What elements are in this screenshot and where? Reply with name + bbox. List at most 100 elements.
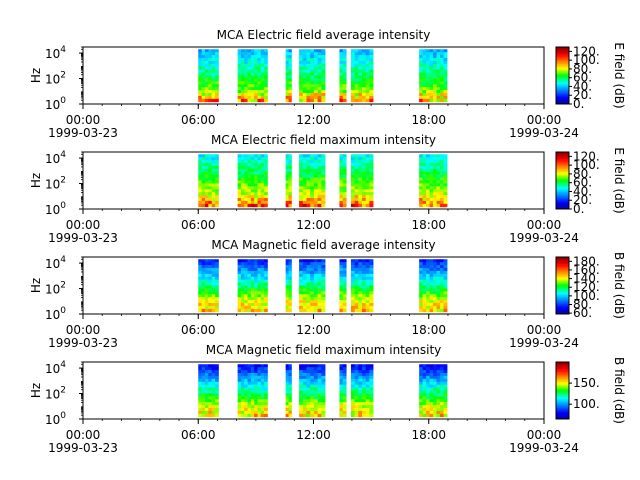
spectrogram-cell xyxy=(339,381,344,386)
spectrogram-cell xyxy=(201,72,206,76)
spectrogram-cell xyxy=(254,69,258,73)
spectrogram-cell xyxy=(208,186,213,190)
spectrogram-cell xyxy=(365,282,370,286)
spectrogram-cell xyxy=(310,270,315,275)
spectrogram-cell xyxy=(215,372,219,377)
spectrogram-cell xyxy=(257,262,262,266)
spectrogram-cell xyxy=(240,90,245,94)
spectrogram-cell xyxy=(317,405,322,409)
spectrogram-cell xyxy=(426,270,430,275)
spectrogram-cell xyxy=(254,410,258,415)
spectrogram-cell xyxy=(310,165,315,170)
spectrogram-cell xyxy=(285,200,289,205)
spectrogram-cell xyxy=(264,171,268,176)
spectrogram-cell xyxy=(339,413,344,418)
spectrogram-cell xyxy=(365,305,370,310)
spectrogram-cell xyxy=(321,160,326,164)
spectrogram-cell xyxy=(436,372,441,377)
spectrogram-cell xyxy=(339,154,344,158)
spectrogram-cell xyxy=(350,291,356,295)
spectrogram-cell xyxy=(433,402,437,406)
spectrogram-cell xyxy=(369,180,374,184)
spectrogram-cell xyxy=(215,203,219,208)
colorbar-tick-label: 140. xyxy=(573,272,600,286)
spectrogram-cell xyxy=(299,66,304,71)
spectrogram-cell xyxy=(211,262,216,266)
spectrogram-cell xyxy=(208,410,213,415)
spectrogram-cell xyxy=(247,49,252,53)
spectrogram-cell xyxy=(211,410,216,415)
spectrogram-cell xyxy=(204,294,209,298)
spectrogram-cell xyxy=(321,288,326,292)
spectrogram-cell xyxy=(354,60,359,65)
spectrogram-cell xyxy=(440,396,444,400)
spectrogram-cell xyxy=(244,49,248,53)
spectrogram-cell xyxy=(426,55,430,59)
spectrogram-cell xyxy=(354,162,359,167)
spectrogram-cell xyxy=(443,291,448,295)
spectrogram-cell xyxy=(354,95,359,100)
colorbar-cell xyxy=(556,399,569,401)
spectrogram-cell xyxy=(313,405,319,409)
colorbar-cell xyxy=(556,309,569,312)
spectrogram-cell xyxy=(350,195,356,199)
spectrogram-cell xyxy=(285,384,289,388)
spectrogram-cell xyxy=(257,387,262,391)
spectrogram-cell xyxy=(247,270,252,275)
spectrogram-cell xyxy=(211,63,216,68)
spectrogram-cell xyxy=(419,282,424,286)
spectrogram-cell xyxy=(201,288,206,292)
spectrogram-cell xyxy=(369,294,374,298)
spectrogram-cell xyxy=(365,364,370,368)
spectrogram-cell xyxy=(354,402,359,406)
spectrogram-cell xyxy=(443,265,448,269)
spectrogram-cell xyxy=(429,259,434,263)
spectrogram-cell xyxy=(244,276,248,281)
colorbar-cell xyxy=(556,173,569,176)
spectrogram-cell xyxy=(365,300,370,304)
spectrogram-cell xyxy=(358,399,363,403)
spectrogram-cell xyxy=(422,305,427,310)
spectrogram-cell xyxy=(240,200,245,205)
spectrogram-cell xyxy=(433,405,437,409)
spectrogram-cell xyxy=(288,174,292,178)
spectrogram-cell xyxy=(288,410,292,415)
colorbar-cell xyxy=(556,193,569,196)
spectrogram-cell xyxy=(429,200,434,205)
spectrogram-cell xyxy=(354,203,359,208)
spectrogram-cell xyxy=(250,381,255,386)
spectrogram-cell xyxy=(250,291,255,295)
spectrogram-cell xyxy=(198,288,203,292)
spectrogram-cell xyxy=(247,387,252,391)
spectrogram-cell xyxy=(244,200,248,205)
spectrogram-cell xyxy=(321,367,326,371)
spectrogram-cell xyxy=(313,90,319,94)
spectrogram-cell xyxy=(299,192,304,196)
spectrogram-cell xyxy=(299,177,304,181)
spectrogram-cell xyxy=(354,49,359,53)
spectrogram-cell xyxy=(369,288,374,292)
spectrogram-cell xyxy=(436,177,441,181)
spectrogram-cell xyxy=(204,189,209,193)
spectrogram-cell xyxy=(433,399,437,403)
spectrogram-cell xyxy=(342,192,347,196)
y-tick-label: 104 xyxy=(45,255,66,271)
spectrogram-cell xyxy=(342,282,347,286)
colorbar-cell xyxy=(556,413,569,416)
spectrogram-cell xyxy=(306,410,311,415)
spectrogram-cell xyxy=(433,203,437,208)
spectrogram-cell xyxy=(443,198,448,202)
spectrogram-cell xyxy=(350,282,356,286)
spectrogram-cell xyxy=(260,265,265,269)
spectrogram-cell xyxy=(369,171,374,176)
spectrogram-cell xyxy=(240,160,245,164)
spectrogram-cell xyxy=(201,84,206,88)
colorbar-cell xyxy=(556,47,569,49)
spectrogram-cell xyxy=(257,413,262,418)
spectrogram-cell xyxy=(350,63,356,68)
spectrogram-cell xyxy=(362,87,367,91)
colorbar-cell xyxy=(556,265,569,268)
spectrogram-cell xyxy=(244,192,248,196)
spectrogram-cell xyxy=(317,171,322,176)
spectrogram-cell xyxy=(443,285,448,289)
